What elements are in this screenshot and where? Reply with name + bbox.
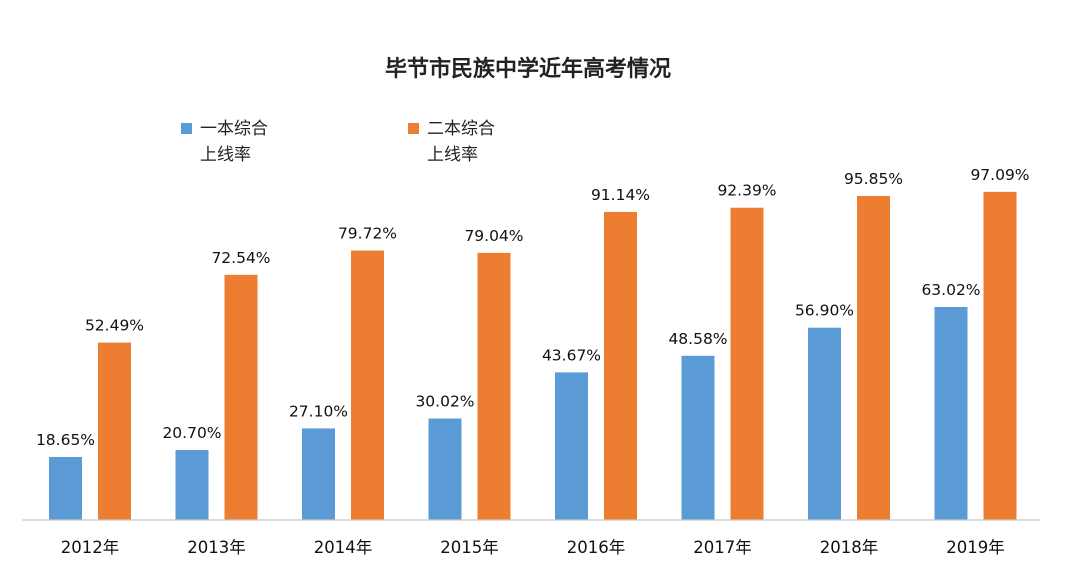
legend-label-series-2-line-1: 二本综合	[427, 119, 495, 139]
legend-label-series-1-line-1: 一本综合	[200, 119, 268, 139]
x-tick-label-2013年: 2013年	[187, 538, 246, 557]
x-tick-label-2012年: 2012年	[61, 538, 120, 557]
data-label-series-1-2016年: 43.67%	[542, 346, 601, 364]
x-tick-label-2018年: 2018年	[820, 538, 879, 557]
bar-series-2-2019年	[983, 191, 1017, 520]
x-tick-label-2019年: 2019年	[946, 538, 1005, 557]
data-label-series-1-2014年: 27.10%	[289, 402, 348, 420]
bar-series-1-2014年	[302, 428, 335, 520]
legend-item-series-2: 二本综合 上线率	[408, 119, 495, 165]
data-label-series-1-2015年: 30.02%	[415, 393, 474, 411]
bar-series-2-2017年	[730, 207, 764, 520]
chart-title: 毕节市民族中学近年高考情况	[385, 56, 671, 82]
data-label-series-2-2016年: 91.14%	[591, 186, 650, 204]
bar-series-2-2014年	[351, 250, 384, 521]
bar-series-1-2016年	[555, 372, 588, 520]
bar-series-1-2018年	[808, 327, 841, 520]
bar-series-2-2013年	[224, 274, 258, 520]
legend-label-series-1-line-2: 上线率	[200, 145, 251, 165]
data-label-series-2-2018年: 95.85%	[844, 170, 903, 188]
data-label-series-1-2012年: 18.65%	[36, 431, 95, 449]
data-label-series-2-2014年: 79.72%	[338, 225, 397, 243]
legend-swatch-series-2	[408, 123, 419, 134]
data-label-series-2-2012年: 52.49%	[85, 317, 144, 335]
bar-series-1-2012年	[49, 456, 82, 520]
plot-area: 18.65% 20.70% 27.10% 30.02% 43.67% 48.58% 56.9…	[22, 166, 1040, 557]
data-label-series-1-2018年: 56.90%	[795, 302, 854, 320]
bar-series-2-2015年	[477, 252, 511, 521]
legend-label-series-2-line-2: 上线率	[427, 145, 478, 165]
bar-series-1-2015年	[428, 418, 462, 520]
bar-series-1-2013年	[175, 450, 209, 520]
data-label-series-2-2017年: 92.39%	[717, 182, 776, 200]
legend-swatch-series-1	[181, 123, 192, 134]
bar-series-2-2018年	[857, 196, 890, 521]
data-label-series-1-2019年: 63.02%	[921, 281, 980, 299]
x-tick-label-2014年: 2014年	[314, 538, 373, 557]
legend: 一本综合 上线率 二本综合 上线率	[181, 119, 495, 165]
data-label-series-2-2013年: 72.54%	[211, 249, 270, 267]
bar-series-1-2017年	[681, 355, 715, 520]
data-label-series-1-2013年: 20.70%	[162, 424, 221, 442]
bar-series-1-2019年	[934, 306, 968, 520]
x-tick-label-2016年: 2016年	[567, 538, 626, 557]
data-label-series-2-2019年: 97.09%	[970, 166, 1029, 184]
x-tick-label-2017年: 2017年	[693, 538, 752, 557]
data-label-series-1-2017年: 48.58%	[668, 330, 727, 348]
bar-series-2-2016年	[604, 211, 637, 521]
data-label-series-2-2015年: 79.04%	[464, 227, 523, 245]
legend-item-series-1: 一本综合 上线率	[181, 119, 268, 165]
bar-series-2-2012年	[98, 342, 131, 520]
x-tick-label-2015年: 2015年	[440, 538, 499, 557]
